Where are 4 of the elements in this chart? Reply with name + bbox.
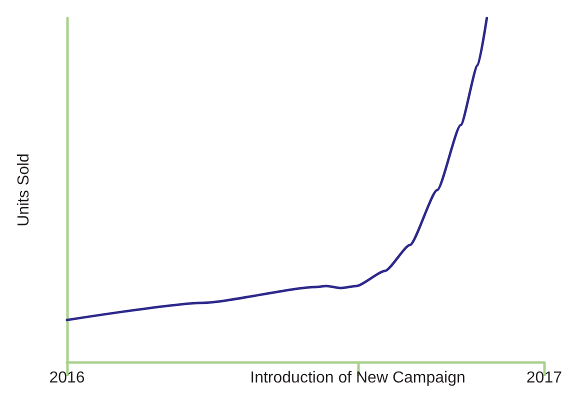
y-axis-title: Units Sold bbox=[16, 154, 32, 226]
x-tick-label: Introduction of New Campaign bbox=[250, 370, 466, 386]
x-tick-label: 2016 bbox=[49, 370, 85, 386]
x-tick-label: 2017 bbox=[526, 370, 562, 386]
